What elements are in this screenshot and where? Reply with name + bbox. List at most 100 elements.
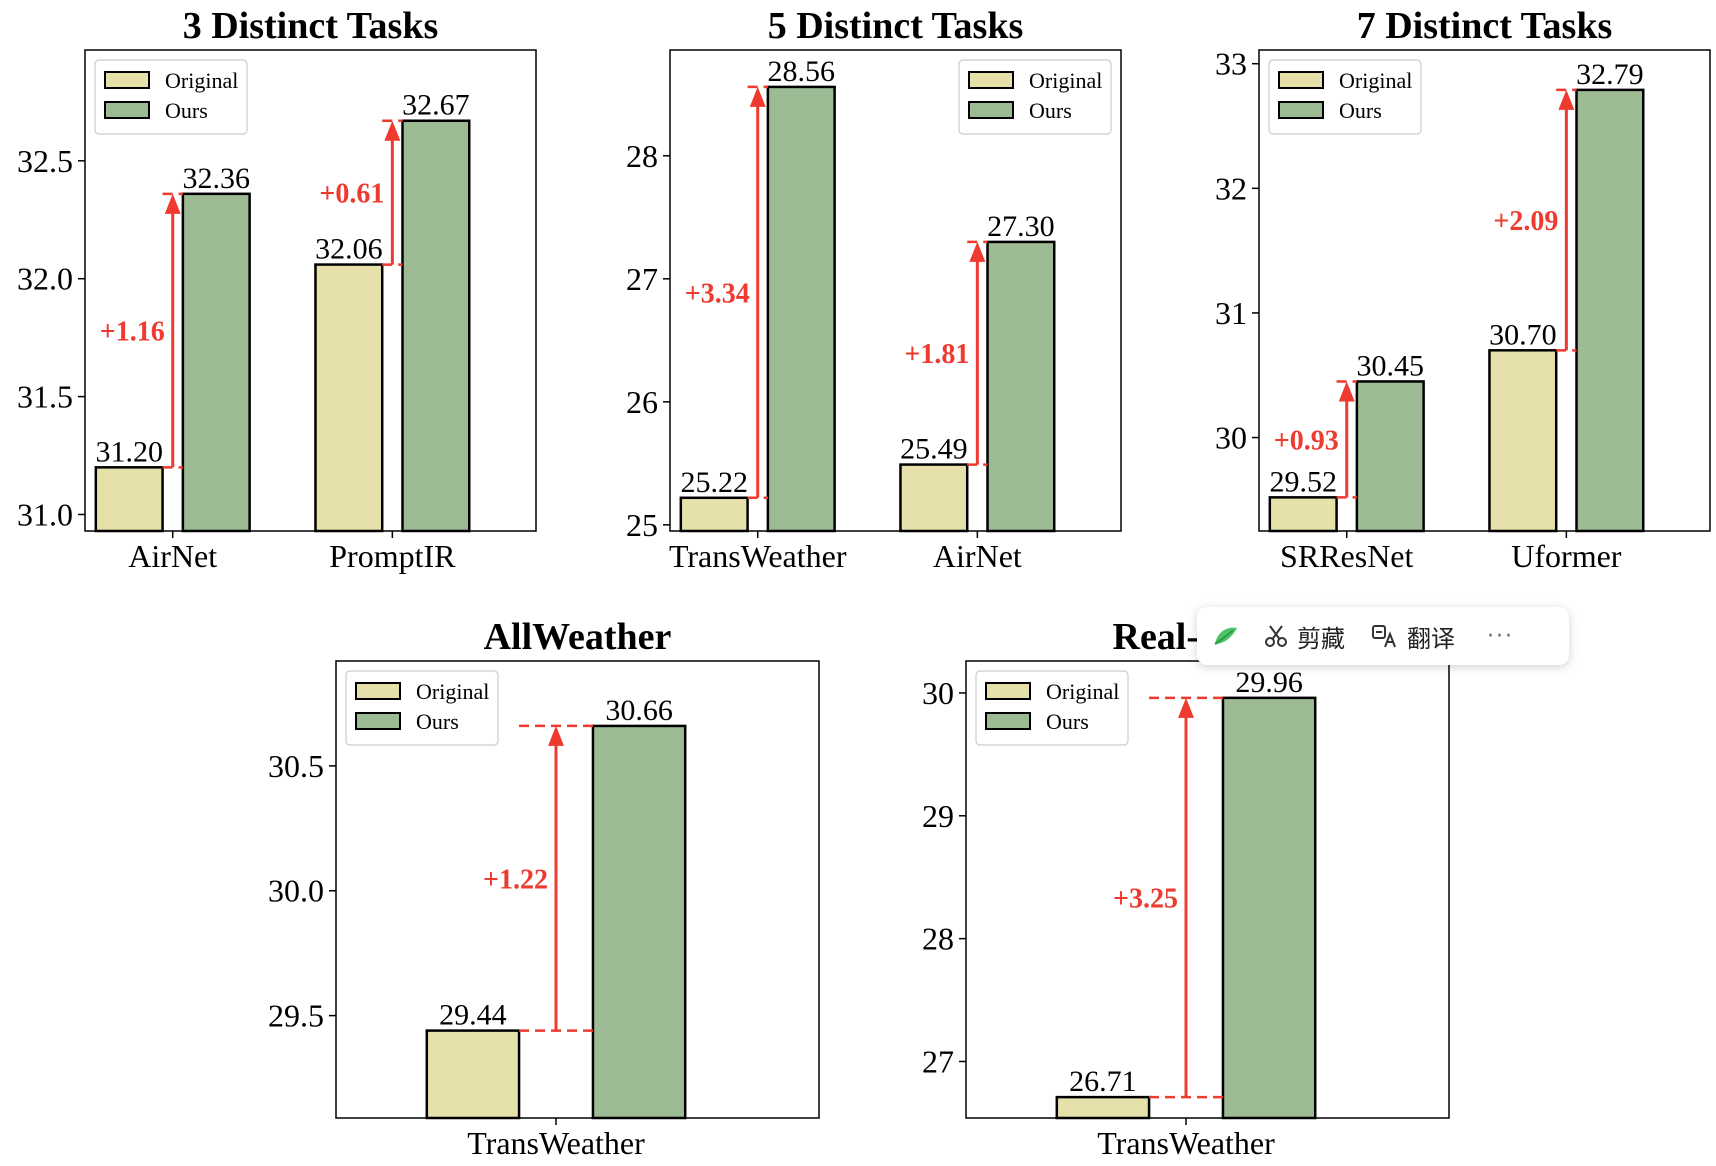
plot-frame — [669, 49, 1122, 532]
chart-panel: 3 Distinct Tasks 31.0 31.5 32.0 32.5 31.20 32.… — [17, 5, 537, 574]
y-tick-label: 28 — [626, 138, 658, 174]
x-tick-label: SRResNet — [1280, 538, 1413, 574]
translate-icon — [1372, 625, 1396, 648]
bar-ours — [1575, 88, 1645, 533]
gain-label: +0.61 — [319, 179, 384, 210]
legend-label: Ours — [1029, 98, 1072, 123]
bar-value-label: 30.70 — [1489, 318, 1557, 351]
bar-value-label: 25.22 — [680, 466, 748, 499]
bar-value-label: 30.66 — [605, 694, 673, 727]
chart-panel: AllWeather 29.5 30.0 30.5 29.44 30.66 +1.22 Tra… — [268, 616, 820, 1161]
plot-frame — [335, 660, 820, 1119]
y-tick-label: 33 — [1215, 46, 1247, 82]
y-tick-label: 27 — [626, 261, 658, 297]
bar-original — [1268, 496, 1338, 533]
bar-value-label: 29.52 — [1269, 465, 1337, 498]
gain-arrow-head — [749, 86, 766, 107]
bar-value-label: 32.36 — [182, 162, 250, 195]
legend-label: Ours — [1339, 98, 1382, 123]
bar-ours — [181, 192, 251, 533]
bar-value-label: 32.67 — [402, 89, 470, 122]
y-tick-label: 27 — [922, 1043, 954, 1079]
plot-frame — [84, 49, 537, 532]
x-tick-label: PromptIR — [329, 538, 456, 574]
bar-original — [1488, 349, 1558, 533]
gain-label: +1.16 — [100, 317, 165, 348]
legend-swatch — [104, 101, 150, 119]
scissors-icon — [1265, 625, 1287, 647]
bar-ours — [766, 85, 836, 533]
gain-arrow-head — [548, 725, 565, 746]
x-tick-label: TransWeather — [467, 1125, 645, 1161]
y-tick-label: 29.5 — [268, 998, 324, 1034]
y-tick-label: 29 — [922, 798, 954, 834]
gain-arrow-head — [384, 120, 401, 141]
x-tick-label: TransWeather — [669, 538, 847, 574]
x-tick-label: AirNet — [933, 538, 1022, 574]
chart-panel: 7 Distinct Tasks 30 31 32 33 29.52 30.45 +0.93 S… — [1215, 5, 1711, 574]
gain-label: +3.34 — [685, 278, 750, 309]
legend-label: Original — [165, 68, 238, 93]
x-tick-label: TransWeather — [1097, 1125, 1275, 1161]
plot-frame — [1258, 49, 1711, 532]
legend-swatch — [355, 682, 401, 700]
gain-arrow-head — [1178, 697, 1195, 718]
legend-swatch — [355, 712, 401, 730]
bar-value-label: 32.79 — [1576, 58, 1644, 91]
translate-label: 翻译 — [1407, 624, 1455, 653]
y-tick-label: 30 — [1215, 420, 1247, 456]
y-tick-label: 26 — [626, 384, 658, 420]
floating-toolbar: 剪藏 翻译 ··· — [1197, 607, 1569, 665]
y-tick-label: 32.0 — [17, 261, 73, 297]
clip-button[interactable]: 剪藏 — [1263, 619, 1345, 654]
y-tick-label: 30.5 — [268, 748, 324, 784]
bar-original — [899, 463, 969, 533]
y-tick-label: 30.0 — [268, 873, 324, 909]
legend-swatch — [1278, 71, 1324, 89]
x-tick-label: Uformer — [1511, 538, 1622, 574]
translate-button[interactable]: 翻译 — [1371, 619, 1455, 654]
y-tick-label: 32.5 — [17, 143, 73, 179]
bar-original — [1055, 1095, 1151, 1120]
y-tick-label: 28 — [922, 921, 954, 957]
bar-ours — [1221, 696, 1317, 1120]
legend-label: Ours — [165, 98, 208, 123]
gain-label: +1.22 — [483, 864, 548, 895]
bar-value-label: 31.20 — [95, 435, 163, 468]
bar-value-label: 28.56 — [767, 55, 835, 88]
more-icon[interactable]: ··· — [1487, 623, 1514, 649]
bar-value-label: 29.96 — [1235, 666, 1303, 699]
gain-arrow-head — [969, 241, 986, 262]
app-logo-icon[interactable] — [1211, 621, 1241, 651]
bar-value-label: 27.30 — [987, 210, 1055, 243]
chart-title: 5 Distinct Tasks — [768, 5, 1024, 47]
gain-label: +0.93 — [1274, 425, 1339, 456]
legend-swatch — [104, 71, 150, 89]
bar-ours — [1355, 380, 1425, 533]
bar-ours — [986, 240, 1056, 533]
bar-value-label: 32.06 — [315, 233, 383, 266]
gain-arrow-head — [1558, 89, 1575, 110]
bar-ours — [591, 724, 687, 1120]
legend-label: Original — [416, 679, 489, 704]
legend-label: Original — [1339, 68, 1412, 93]
y-tick-label: 31.0 — [17, 496, 73, 532]
bar-value-label: 25.49 — [900, 433, 968, 466]
gain-label: +3.25 — [1113, 883, 1178, 914]
bar-ours — [401, 119, 471, 533]
y-tick-label: 32 — [1215, 170, 1247, 206]
chart-title: 7 Distinct Tasks — [1357, 5, 1613, 47]
bar-value-label: 30.45 — [1356, 349, 1424, 382]
legend-label: Ours — [1046, 709, 1089, 734]
bar-value-label: 26.71 — [1069, 1065, 1137, 1098]
legend-swatch — [968, 101, 1014, 119]
legend-swatch — [968, 71, 1014, 89]
legend-label: Ours — [416, 709, 459, 734]
gain-arrow-head — [164, 193, 181, 214]
chart-panel: Real-World2728293026.7129.96+3.25TransWe… — [922, 616, 1450, 1161]
gain-label: +1.81 — [904, 339, 969, 370]
bar-value-label: 29.44 — [439, 999, 507, 1032]
x-tick-label: AirNet — [128, 538, 217, 574]
clip-label: 剪藏 — [1297, 624, 1345, 653]
